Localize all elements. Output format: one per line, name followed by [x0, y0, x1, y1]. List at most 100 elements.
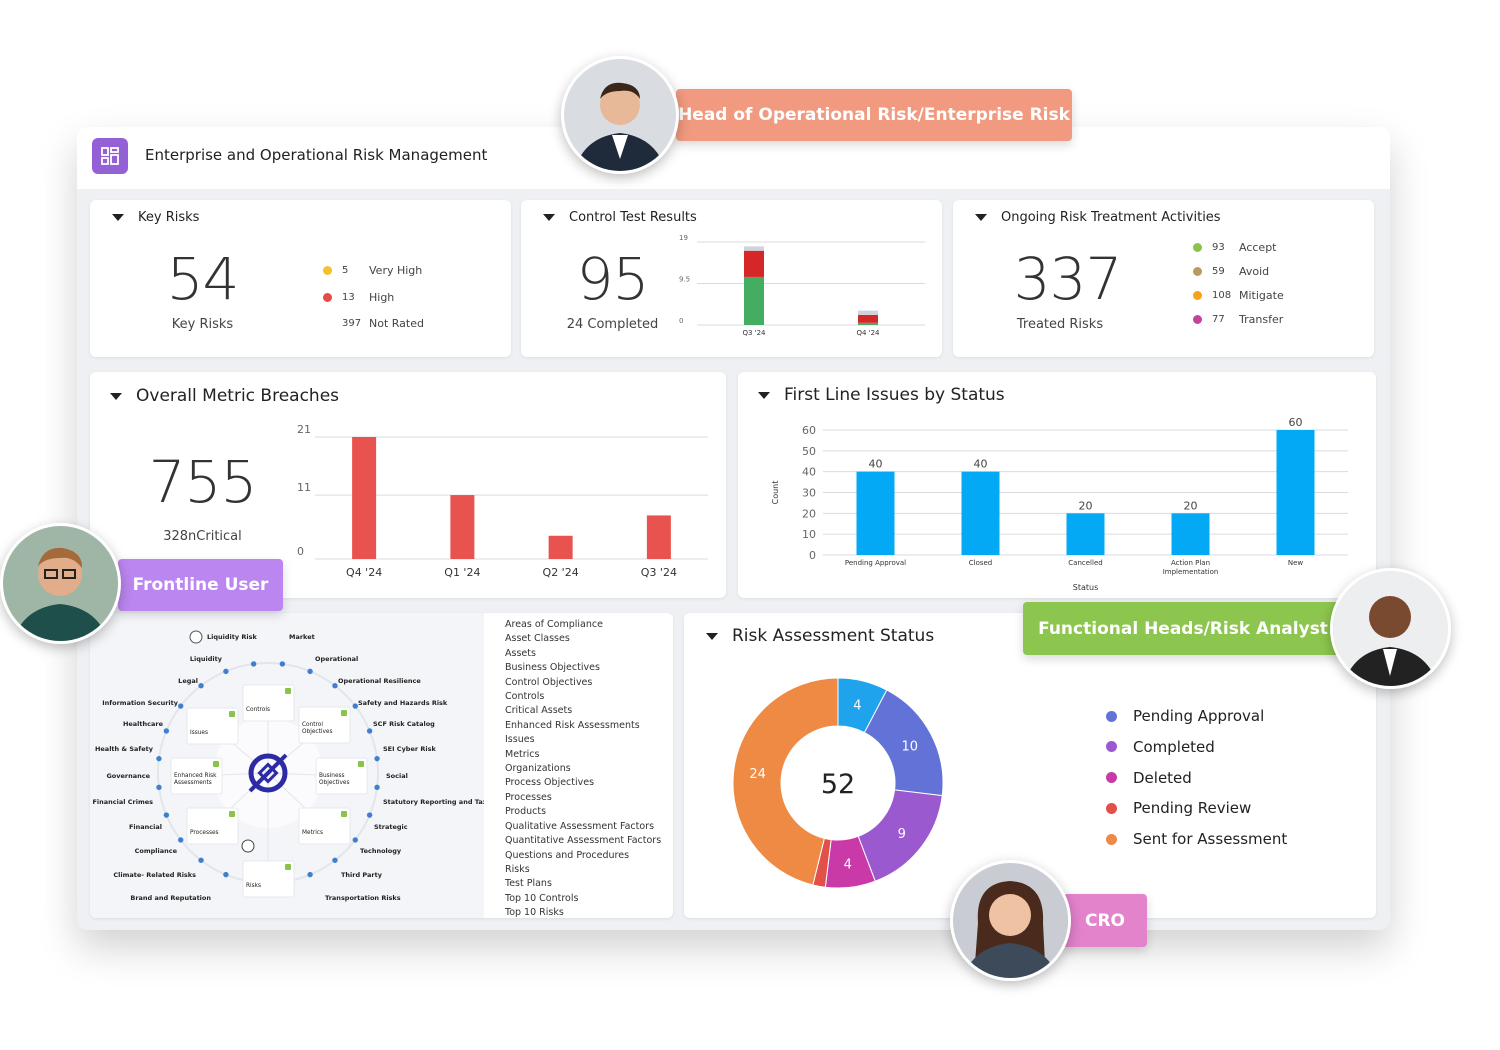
module-list-item[interactable]: Test Plans	[505, 878, 552, 890]
product-logo-icon	[248, 753, 288, 793]
card-title: Key Risks	[138, 210, 200, 225]
y-tick-label: 11	[297, 481, 311, 494]
module-icon	[285, 864, 291, 870]
module-list-item[interactable]: Quantitative Assessment Factors	[505, 835, 662, 847]
collapse-caret-icon[interactable]	[758, 391, 770, 399]
diagram-category-label: Liquidity	[190, 655, 223, 663]
diagram-category-label: Statutory Reporting and Taxes	[383, 798, 484, 806]
treatment-caption: Treated Risks	[1016, 317, 1104, 332]
legend-item: Completed	[1106, 738, 1215, 756]
diagram-category-label: Legal	[178, 677, 198, 685]
module-list-item[interactable]: Top 10 Risks	[505, 907, 564, 919]
metric-breaches-header[interactable]: Overall Metric Breaches	[110, 386, 339, 406]
collapse-caret-icon[interactable]	[543, 214, 555, 221]
card-title: Ongoing Risk Treatment Activities	[1001, 210, 1221, 225]
collapse-caret-icon[interactable]	[975, 214, 987, 221]
collapse-caret-icon[interactable]	[706, 632, 718, 640]
module-list-item[interactable]: Critical Assets	[505, 705, 573, 717]
card-title: First Line Issues by Status	[784, 385, 1005, 405]
slice-label: 4	[853, 698, 861, 713]
treatment-header[interactable]: Ongoing Risk Treatment Activities	[975, 210, 1221, 225]
treatment-card	[953, 200, 1374, 357]
slice-label: 10	[901, 739, 918, 754]
module-icon	[229, 711, 235, 717]
orbit-node	[198, 857, 204, 863]
y-tick-label: 50	[802, 445, 816, 458]
module-list-item[interactable]: Areas of Compliance	[505, 619, 603, 630]
module-box	[298, 706, 351, 744]
donut-total: 52	[821, 769, 855, 800]
control-test-header[interactable]: Control Test Results	[543, 210, 697, 225]
y-tick-label: 40	[802, 466, 816, 479]
dashboard-grid-icon[interactable]	[92, 138, 128, 174]
module-list-item[interactable]: Control Objectives	[505, 676, 593, 688]
orbit-node	[332, 857, 338, 863]
persona-label: Frontline User	[132, 575, 269, 595]
y-tick-label: 20	[802, 507, 816, 520]
module-list-item[interactable]: Asset Classes	[505, 633, 570, 645]
legend-label: Mitigate	[1239, 289, 1284, 302]
diagram-category-label: Brand and Reputation	[130, 894, 211, 902]
module-list-item[interactable]: Organizations	[505, 763, 571, 775]
legend-dot	[1106, 741, 1117, 753]
module-box-label: Assessments	[174, 780, 212, 786]
module-list-item[interactable]: Assets	[505, 647, 536, 659]
module-list-item[interactable]: Qualitative Assessment Factors	[505, 820, 655, 832]
module-list-item[interactable]: Processes	[505, 791, 552, 803]
x-tick-label: Closed	[969, 559, 993, 567]
legend-count: 93	[1212, 242, 1225, 253]
treatment-value: 337	[1013, 245, 1123, 313]
module-box	[170, 757, 223, 795]
x-tick-label: Cancelled	[1068, 559, 1102, 567]
module-list-item[interactable]: Enhanced Risk Assessments	[505, 719, 640, 731]
control-test-chart: 0 9.5 19 Q3 '24 Q4 '24	[679, 234, 925, 337]
data-label: 60	[1289, 416, 1303, 429]
first-line-header[interactable]: First Line Issues by Status	[758, 385, 1005, 405]
module-list-item[interactable]: Controls	[505, 691, 545, 703]
data-label: 20	[1184, 499, 1198, 512]
orbit-node	[352, 703, 358, 709]
legend-dot	[323, 266, 332, 275]
module-box	[242, 684, 295, 722]
diagram-category-label: Compliance	[135, 847, 178, 855]
module-icon	[285, 688, 291, 694]
legend-item: 77 Transfer	[1193, 313, 1283, 326]
collapse-caret-icon[interactable]	[110, 392, 122, 400]
diagram-category-label: Healthcare	[123, 720, 164, 728]
y-tick-label: 0	[809, 549, 816, 562]
diagram-category-label: Health & Safety	[95, 745, 154, 753]
donut-slice	[732, 677, 839, 886]
module-list-item[interactable]: Issues	[505, 734, 535, 746]
orbit-node	[374, 784, 380, 791]
module-list-item[interactable]: Risks	[505, 863, 530, 875]
data-label: 40	[974, 458, 988, 471]
risk-assessment-donut: 4 10 9 4 24 52	[732, 677, 944, 889]
module-list-item[interactable]: Metrics	[505, 748, 540, 760]
slice-label: 9	[898, 827, 906, 842]
legend-dot	[1193, 243, 1202, 252]
bar	[1171, 513, 1210, 555]
module-list-item[interactable]: Top 10 Controls	[505, 892, 579, 904]
orbit-node	[352, 837, 358, 843]
y-tick-label: 9.5	[679, 276, 690, 284]
module-list-item[interactable]: Process Objectives	[505, 777, 595, 789]
persona-label: Functional Heads/Risk Analyst	[1038, 618, 1328, 639]
risk-assessment-header[interactable]: Risk Assessment Status	[706, 626, 934, 646]
x-tick-label: Q3 '24	[641, 566, 677, 579]
module-box	[186, 707, 239, 745]
module-box-label: Objectives	[319, 780, 350, 786]
persona-badge-head-of-risk: Head of Operational Risk/Enterprise Risk	[676, 89, 1072, 141]
module-box	[242, 860, 295, 898]
first-line-chart: 0 10 20 30 40 50 60 40 Pending Approval 40 Closed 2…	[771, 416, 1348, 592]
module-list-item[interactable]: Products	[505, 806, 547, 818]
bar-segment	[744, 250, 764, 277]
module-list-item[interactable]: Questions and Procedures	[505, 849, 630, 861]
key-risks-header[interactable]: Key Risks	[112, 210, 199, 225]
persona-label: Head of Operational Risk/Enterprise Risk	[678, 105, 1070, 125]
legend-count: 13	[342, 291, 355, 303]
module-box-label: Processes	[190, 830, 219, 836]
collapse-caret-icon[interactable]	[112, 214, 124, 221]
module-list-item[interactable]: Business Objectives	[505, 662, 600, 674]
legend-item: Pending Approval	[1106, 707, 1264, 725]
y-tick-label: 21	[297, 423, 311, 436]
